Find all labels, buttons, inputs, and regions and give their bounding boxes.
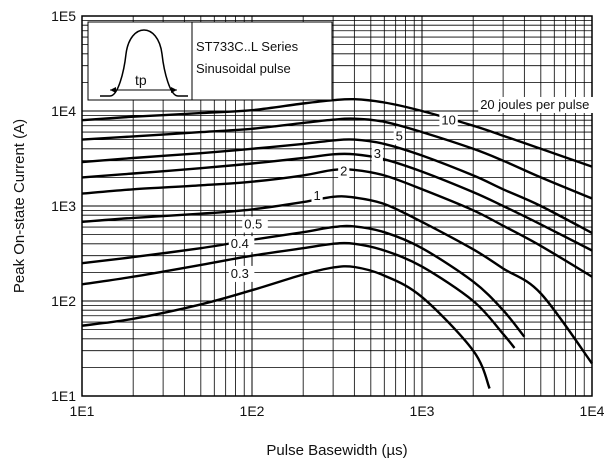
- series-label: 3: [374, 146, 381, 161]
- series-label: 5: [396, 128, 403, 143]
- series-layer: [81, 97, 593, 389]
- series-line: [81, 168, 593, 278]
- tp-arrowhead-left: [110, 87, 116, 93]
- y-tick-label: 1E2: [51, 293, 76, 309]
- series-label: 0.5: [244, 216, 262, 231]
- series-label-bg: [439, 112, 458, 129]
- x-tick-label: 1E4: [580, 403, 605, 419]
- series-line: [81, 241, 516, 349]
- series-label-bg: [371, 146, 383, 163]
- series-label-bg: [242, 216, 268, 233]
- y-tick-label: 1E1: [51, 388, 76, 404]
- y-tick-label: 1E4: [51, 103, 76, 119]
- series-label: 20 joules per pulse: [480, 97, 589, 112]
- x-axis-label: Pulse Basewidth (µs): [266, 442, 407, 459]
- series-line: [81, 265, 491, 389]
- series-label-bg: [393, 128, 405, 145]
- series-label-bg: [478, 96, 609, 113]
- series-label: 10: [441, 113, 455, 128]
- series-label: 0.3: [231, 266, 249, 281]
- inset-pulse-label: Sinusoidal pulse: [196, 61, 291, 76]
- series-labels: 20 joules per pulse 10 53 2 1 0.5 0.4 0.3: [228, 96, 609, 282]
- series-line: [81, 224, 526, 338]
- series-line: [81, 97, 593, 168]
- series-line: [81, 138, 593, 235]
- tp-label: tp: [135, 72, 147, 88]
- series-label-bg: [311, 188, 323, 205]
- tick-labels: 1E1 1E2 1E3 1E4 1E1 1E2 1E3 1E4 1E5: [51, 8, 605, 419]
- inset-box: tp ST733C..L Series Sinusoidal pulse: [87, 21, 333, 101]
- x-tick-label: 1E2: [240, 403, 265, 419]
- sinusoidal-pulse-icon: [100, 29, 188, 97]
- tp-arrowhead-right: [171, 87, 177, 93]
- series-line: [81, 195, 593, 365]
- series-label: 2: [340, 163, 347, 178]
- x-tick-label: 1E1: [70, 403, 95, 419]
- series-label-bg: [228, 236, 255, 253]
- y-axis-label: Peak On-state Current (A): [11, 119, 28, 293]
- x-tick-label: 1E3: [410, 403, 435, 419]
- inset-series-label: ST733C..L Series: [196, 39, 299, 54]
- plot-frame: [81, 15, 593, 397]
- series-label-bg: [228, 265, 255, 282]
- y-tick-label: 1E5: [51, 8, 76, 24]
- y-tick-label: 1E3: [51, 198, 76, 214]
- series-line: [81, 152, 593, 252]
- series-label: 1: [313, 188, 320, 203]
- series-label: 0.4: [231, 236, 249, 251]
- series-line: [81, 117, 593, 200]
- series-label-bg: [338, 163, 350, 180]
